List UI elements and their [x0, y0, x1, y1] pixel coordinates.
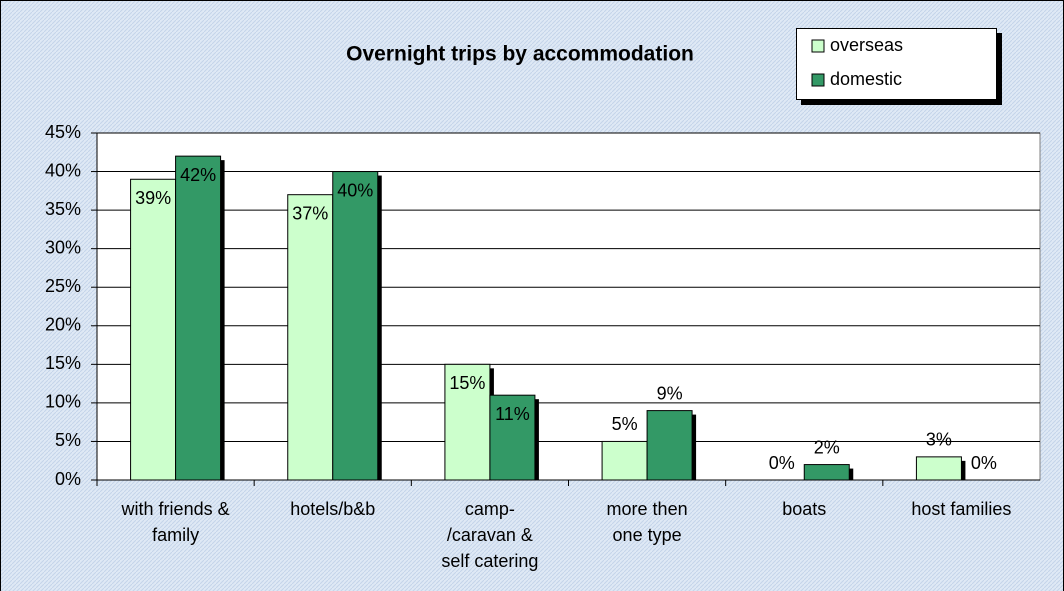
y-tick-label: 5% — [55, 430, 81, 450]
x-tick-label: more then one type — [607, 499, 688, 545]
legend-label: domestic — [830, 69, 902, 89]
y-tick-label: 10% — [45, 392, 81, 412]
bar — [130, 178, 177, 481]
x-tick-label: with friends & family — [121, 499, 230, 545]
data-label: 0% — [971, 453, 997, 473]
data-label: 15% — [449, 373, 485, 393]
data-label: 2% — [814, 437, 840, 457]
y-tick-label: 20% — [45, 315, 81, 335]
legend-swatch — [811, 73, 825, 87]
x-tick-label-line: more then — [607, 499, 688, 519]
bar — [915, 456, 962, 481]
x-tick-label: hotels/b&b — [290, 499, 375, 519]
data-label: 9% — [657, 383, 683, 403]
y-tick-label: 45% — [45, 122, 81, 142]
y-tick-label: 35% — [45, 199, 81, 219]
x-tick-label-line: boats — [782, 499, 826, 519]
legend-label: overseas — [830, 35, 903, 55]
bar — [601, 440, 648, 481]
data-label: 0% — [769, 453, 795, 473]
x-tick-label-line: family — [152, 525, 199, 545]
legend — [796, 28, 997, 100]
x-tick-label: host families — [911, 499, 1011, 519]
x-tick-label-line: hotels/b&b — [290, 499, 375, 519]
x-tick-label: boats — [782, 499, 826, 519]
y-tick-label: 40% — [45, 160, 81, 180]
data-label: 40% — [337, 180, 373, 200]
data-label: 42% — [180, 165, 216, 185]
data-label: 11% — [495, 404, 530, 424]
chart-title: Overnight trips by accommodation — [346, 43, 694, 66]
data-label: 39% — [135, 188, 171, 208]
y-tick-label: 15% — [45, 353, 81, 373]
x-tick-label-line: one type — [613, 525, 682, 545]
x-tick-label-line: /caravan & — [447, 525, 533, 545]
x-tick-label-line: self catering — [441, 551, 538, 571]
plot-area — [96, 132, 1041, 481]
bar — [332, 171, 379, 481]
bar — [489, 394, 536, 481]
data-label: 37% — [292, 203, 328, 223]
x-tick-label: camp- /caravan & self catering — [441, 499, 538, 571]
y-tick-label: 30% — [45, 237, 81, 257]
x-tick-label-line: camp- — [465, 499, 515, 519]
bar — [803, 464, 850, 481]
y-tick-label: 0% — [55, 469, 81, 489]
x-tick-label-line: with friends & — [121, 499, 230, 519]
x-tick-label-line: host families — [911, 499, 1011, 519]
bar — [287, 194, 334, 481]
bar — [646, 410, 693, 481]
data-label: 5% — [612, 414, 638, 434]
y-tick-label: 25% — [45, 276, 81, 296]
bar — [444, 363, 491, 481]
data-label: 3% — [926, 430, 952, 450]
bar — [175, 155, 222, 481]
legend-swatch — [811, 39, 825, 53]
